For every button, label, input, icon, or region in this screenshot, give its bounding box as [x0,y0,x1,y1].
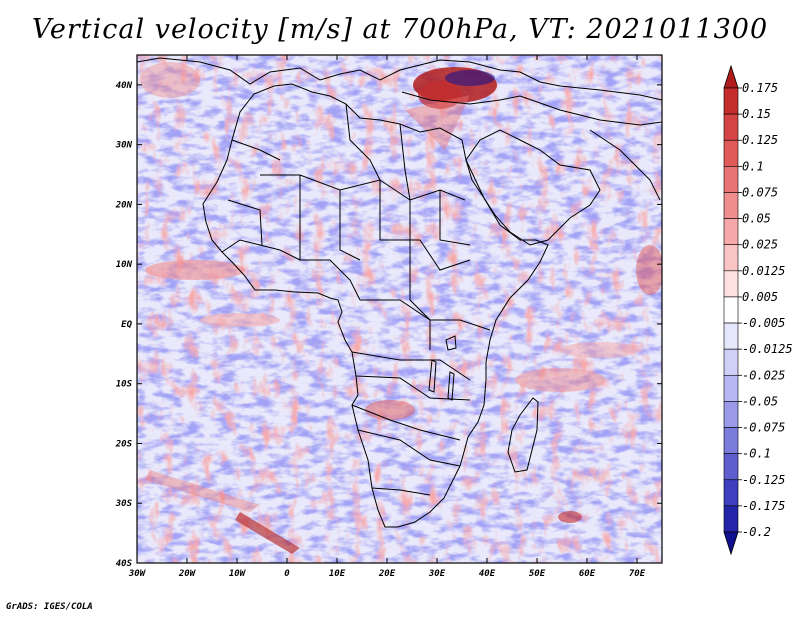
colorbar-label: 0.075 [742,185,778,199]
colorbar-swatch [723,296,739,324]
colorbar-label: 0.05 [742,212,771,226]
colorbar-swatch [723,374,739,402]
colorbar-swatch [723,139,739,167]
y-tick-label: 30N [115,141,133,151]
x-tick-label: 60E [579,569,596,579]
colorbar-label: 0.0125 [742,264,785,278]
colorbar-label: -0.005 [742,316,785,330]
colorbar-swatch [723,192,739,219]
colorbar-swatch [723,427,739,454]
y-tick-label: 40S [116,559,133,569]
x-tick-label: 70E [629,569,646,579]
x-tick-label: 0 [284,569,290,579]
field-features [140,62,662,554]
chart-title: Vertical velocity [m/s] at 700hPa, VT: 2… [31,14,769,45]
y-axis: 40N 30N 20N 10N EQ 10S 20S 30S 40S [115,81,662,569]
x-tick-label: 30W [128,569,147,579]
colorbar-swatch [723,505,739,533]
x-tick-label: 50E [529,569,546,579]
colorbar-label: -0.05 [742,394,778,408]
colorbar-label: -0.1 [742,447,771,461]
credit-label: GrADS: IGES/COLA [6,602,93,612]
colorbar-top-triangle [723,64,739,89]
colorbar-label: -0.0125 [742,342,793,356]
y-tick-label: 30S [115,499,133,509]
y-tick-label: 20N [115,200,133,210]
colorbar-label: -0.075 [742,421,785,435]
colorbar-swatch [723,401,739,428]
colorbar-label: 0.15 [742,107,771,121]
colorbar-label: -0.025 [742,368,785,382]
colorbar-swatch [723,270,739,298]
colorbar-label: 0.1 [742,159,764,173]
coastlines [137,57,662,528]
x-tick-label: 20W [178,569,197,579]
colorbar: 0.175 0.15 0.125 0.1 0.075 0.05 0.025 0.0125 0.0… [723,64,793,556]
x-axis: 30W 20W 10W 0 10E 20E 30E 40E 50E 60E 70E [128,55,646,579]
colorbar-swatch [723,322,739,350]
colorbar-label: -0.2 [742,525,771,539]
y-tick-label: 10S [116,380,133,390]
colorbar-swatch [723,113,739,141]
colorbar-label: -0.125 [742,473,785,487]
x-tick-label: 10W [229,569,247,579]
colorbar-swatch [723,218,739,246]
colorbar-label: -0.175 [742,499,785,513]
x-tick-label: 40E [479,569,496,579]
colorbar-swatch [723,453,739,481]
y-tick-label: 40N [116,81,133,91]
colorbar-label: 0.125 [742,133,778,147]
colorbar-swatch [723,87,739,115]
x-tick-label: 10E [329,569,346,579]
y-tick-label: EQ [121,320,132,330]
vertical-velocity-field [137,55,662,563]
y-tick-label: 10N [116,260,133,270]
colorbar-swatch [723,348,739,376]
x-tick-label: 20E [378,569,396,579]
colorbar-swatch [723,479,739,507]
x-tick-label: 30E [428,569,446,579]
colorbar-label: 0.025 [742,238,778,252]
colorbar-label: 0.175 [742,81,778,95]
colorbar-bottom-triangle [723,531,739,556]
colorbar-swatch [723,166,739,193]
colorbar-label: 0.005 [742,290,778,304]
y-tick-label: 20S [115,439,133,449]
colorbar-swatch [723,244,739,272]
map-frame [136,54,663,564]
